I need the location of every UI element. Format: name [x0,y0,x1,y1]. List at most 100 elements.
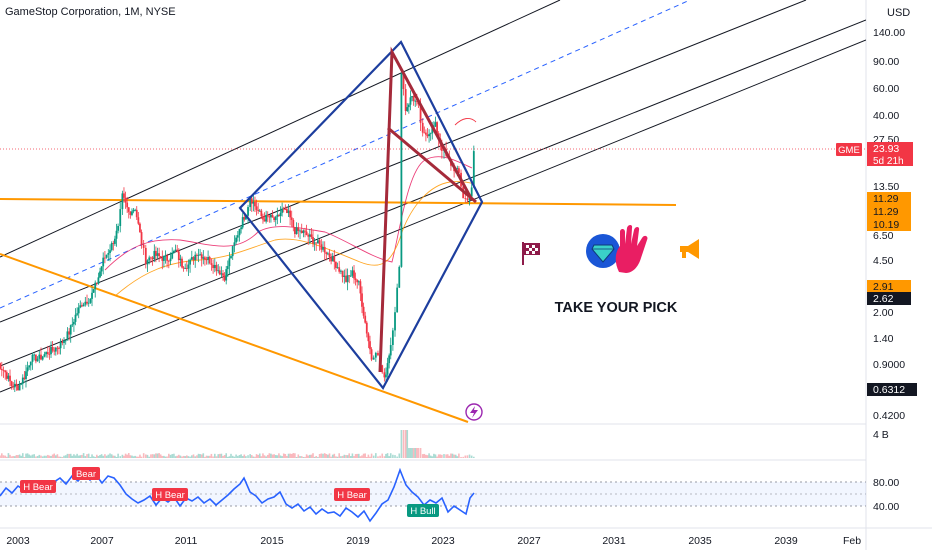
volume-bar [406,430,409,458]
volume-bar [254,456,256,458]
diamond-pattern [238,40,484,390]
candle-body [394,312,396,331]
time-tick: 2039 [774,535,798,547]
price-badge [867,192,911,205]
candle-body [159,256,162,258]
candle-body [289,210,292,218]
volume-bar [126,454,128,458]
candle-body [29,361,32,366]
volume-bar [262,453,264,458]
price-tick: 6.50 [873,230,894,242]
volume-bar [132,456,135,458]
candle-body [119,209,122,227]
candle-body [299,230,301,232]
volume-bar [372,455,375,458]
candle-body [127,207,130,212]
currency-button[interactable] [868,2,930,22]
candle-body [91,292,93,299]
channel-line-bottom [0,39,866,393]
candle-body [464,198,467,199]
candle-body [134,209,137,211]
candle-body [302,230,305,234]
candle-body [274,216,277,221]
volume-bar [304,456,306,458]
candle-body [174,249,177,251]
volume-bar [367,454,370,458]
volume-bar [41,456,44,458]
volume-bar [212,456,214,458]
rsi-label-text: H Bull [410,506,435,517]
volume-bar [99,455,101,458]
volume-bar [131,455,133,458]
candle-body [409,97,412,105]
volume-bar [18,454,21,458]
candle-body [86,301,88,304]
volume-bar [289,453,291,458]
candle-body [9,375,11,382]
candle-body [388,355,391,364]
candle-body [112,243,115,244]
volume-bar [124,453,127,458]
candle-body [109,250,111,254]
volume-bar [151,454,154,458]
volume-bar [159,454,162,458]
candle-body [292,219,295,228]
gem-icon [586,234,620,268]
volume-bar [361,455,363,458]
candle-body [323,246,326,253]
candle-body [419,104,422,123]
price-badge-text: 0.6312 [873,384,905,396]
volume-bar [466,455,469,458]
time-tick: 2003 [6,535,30,547]
volume-bar [364,453,366,458]
volume-bar [200,454,203,458]
candle-body [330,257,333,262]
candle-body [231,246,234,257]
candle-body [164,255,167,257]
rsi-label-text: H Bear [23,482,53,493]
candle-body [41,356,44,360]
volume-bar [320,453,323,458]
candle-body [114,238,116,244]
price-axis: 140.00 90.00 60.00 40.00 27.50 13.50 6.5… [873,27,905,422]
candle-body [105,254,108,258]
candle-body [472,151,475,188]
candle-body [353,270,355,279]
volume-bar [219,453,221,458]
volume-bar [464,455,467,458]
candle-body [66,331,69,341]
candle-body [412,95,415,102]
candle-body [340,270,342,272]
candle-body [210,263,213,265]
volume-bar [29,455,32,458]
time-tick: 2011 [175,535,198,547]
volume-bar [237,455,239,458]
rsi-label-text: Bear [76,469,96,480]
time-tick: 2007 [90,535,114,547]
price-badge [867,205,911,218]
candle-body [385,374,387,378]
candle-body [102,257,105,267]
volume-bar [273,454,275,458]
volume-bar [400,430,403,458]
volume-bar [431,456,434,458]
time-tick: Feb [843,535,861,547]
volume-bar [421,454,424,458]
candle-body [398,266,401,288]
candle-body [64,340,67,342]
candle-body [238,229,241,236]
volume-bar [356,453,359,458]
candle-body [300,230,303,234]
volume-bar [137,456,140,458]
candle-body [262,216,264,220]
checkered-flag-icon [522,242,540,265]
candle-body [367,333,370,342]
volume-bar [197,453,200,458]
candle-body [381,365,384,373]
volume-bar [370,453,373,458]
volume-bar [107,454,110,458]
volume-bar [386,453,389,458]
candle-body [312,237,314,244]
volume-bar [176,455,179,458]
candle-body [56,347,59,349]
